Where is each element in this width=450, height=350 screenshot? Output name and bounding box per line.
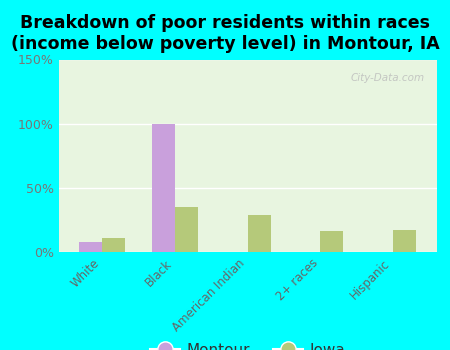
Bar (248, 215, 271, 252)
Legend: Montour, Iowa: Montour, Iowa (144, 336, 351, 350)
Text: Breakdown of poor residents within races
(income below poverty level) in Montour: Breakdown of poor residents within races… (11, 14, 439, 53)
Bar (152, 124, 175, 252)
Bar (79, 242, 102, 252)
Bar (102, 238, 126, 252)
Text: City-Data.com: City-Data.com (351, 73, 425, 83)
Bar (175, 207, 198, 252)
Bar (393, 230, 416, 252)
Bar (320, 231, 343, 252)
